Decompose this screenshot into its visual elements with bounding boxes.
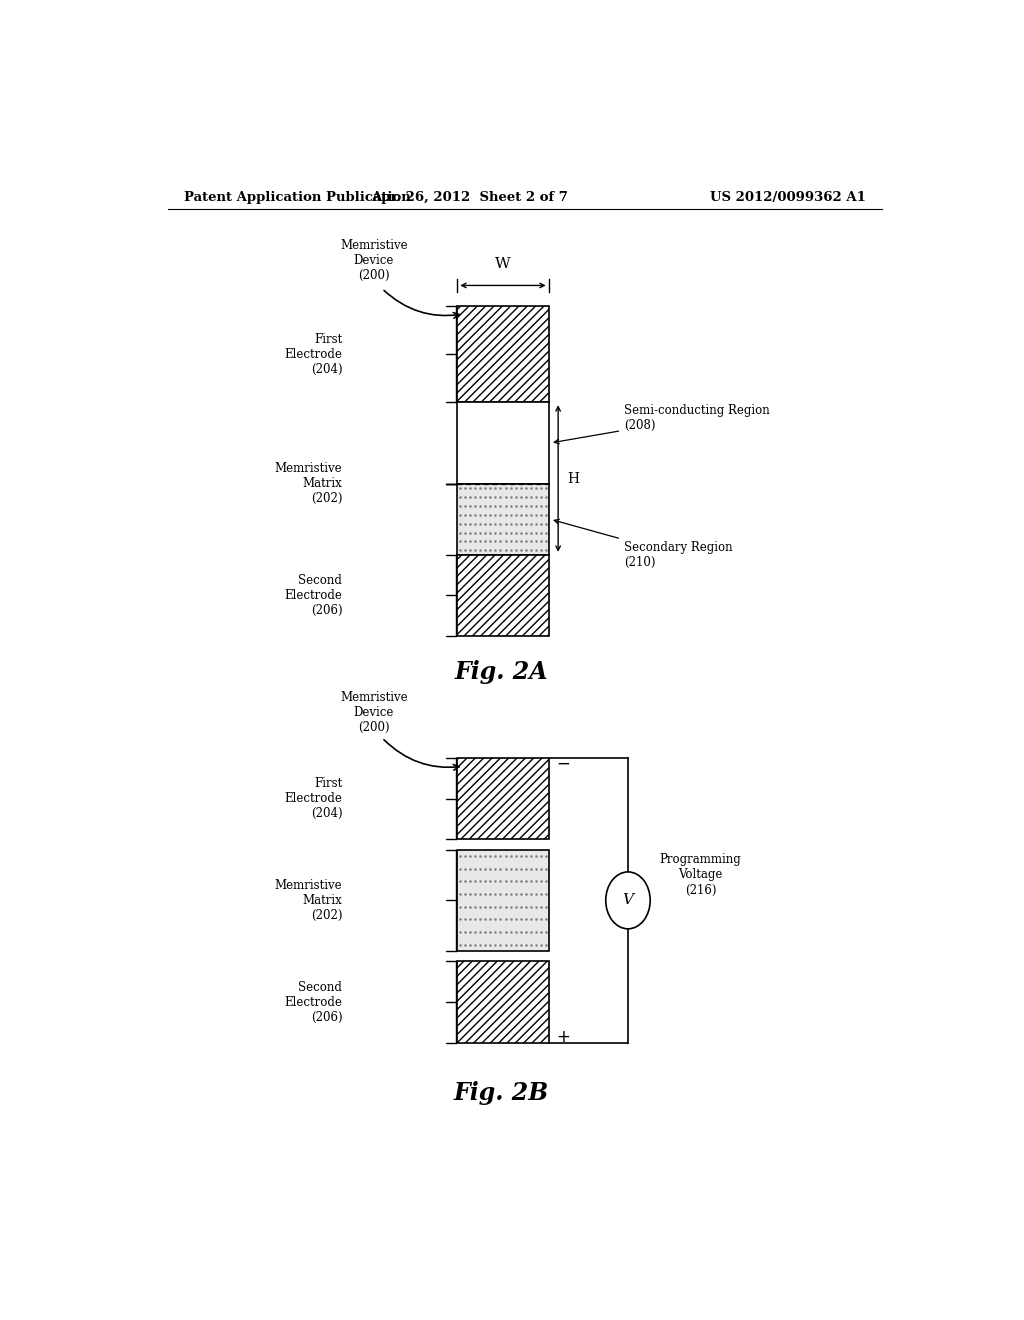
Text: Second
Electrode
(206): Second Electrode (206) bbox=[285, 981, 342, 1023]
Text: Memristive
Device
(200): Memristive Device (200) bbox=[340, 690, 408, 734]
Circle shape bbox=[606, 873, 650, 929]
Text: First
Electrode
(204): First Electrode (204) bbox=[285, 333, 342, 376]
Text: Fig. 2B: Fig. 2B bbox=[454, 1081, 549, 1105]
Text: Patent Application Publication: Patent Application Publication bbox=[183, 190, 411, 203]
Bar bbox=[458, 961, 549, 1043]
Text: Fig. 2A: Fig. 2A bbox=[455, 660, 548, 684]
Text: Memristive
Matrix
(202): Memristive Matrix (202) bbox=[274, 462, 342, 506]
Text: Memristive
Matrix
(202): Memristive Matrix (202) bbox=[274, 879, 342, 921]
Text: W: W bbox=[496, 257, 511, 271]
Text: Apr. 26, 2012  Sheet 2 of 7: Apr. 26, 2012 Sheet 2 of 7 bbox=[371, 190, 567, 203]
Text: +: + bbox=[557, 1027, 570, 1045]
Text: V: V bbox=[623, 894, 634, 907]
Text: US 2012/0099362 A1: US 2012/0099362 A1 bbox=[711, 190, 866, 203]
Text: Semi-conducting Region
(208): Semi-conducting Region (208) bbox=[554, 404, 770, 444]
Bar bbox=[458, 483, 549, 554]
Bar bbox=[458, 758, 549, 840]
Text: Memristive
Device
(200): Memristive Device (200) bbox=[340, 239, 408, 281]
Text: Secondary Region
(210): Secondary Region (210) bbox=[554, 519, 732, 569]
Bar bbox=[458, 554, 549, 636]
Text: Programming
Voltage
(216): Programming Voltage (216) bbox=[659, 854, 741, 896]
Bar bbox=[458, 403, 549, 483]
Text: −: − bbox=[557, 754, 570, 772]
Bar bbox=[458, 850, 549, 952]
Bar bbox=[458, 306, 549, 403]
Text: H: H bbox=[567, 471, 580, 486]
Text: First
Electrode
(204): First Electrode (204) bbox=[285, 777, 342, 820]
Text: Second
Electrode
(206): Second Electrode (206) bbox=[285, 574, 342, 616]
